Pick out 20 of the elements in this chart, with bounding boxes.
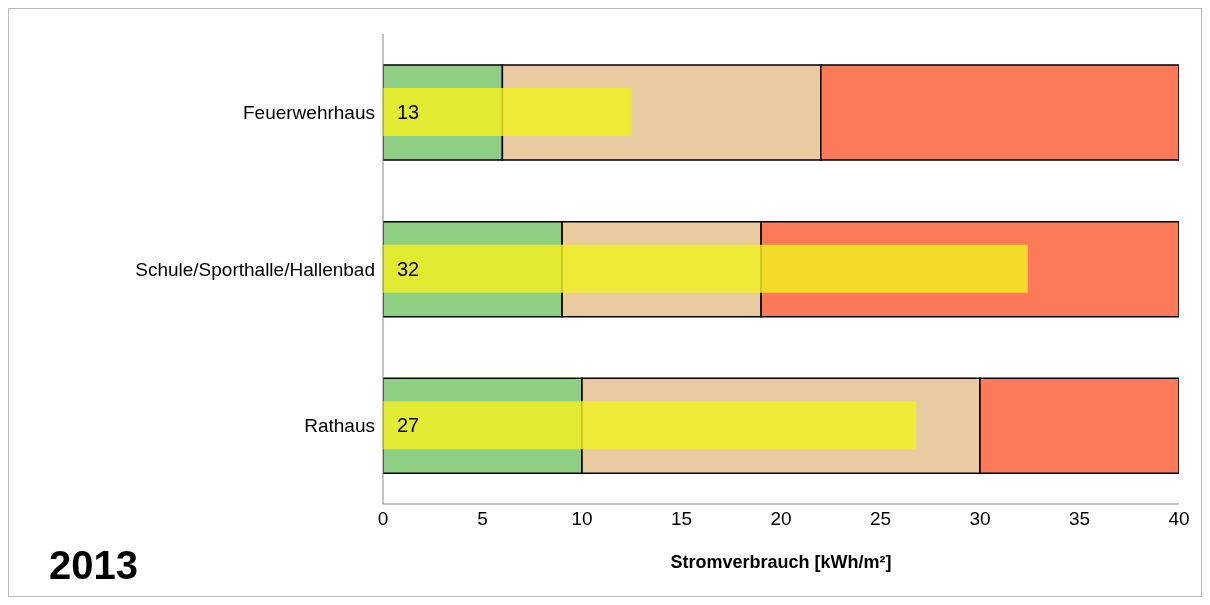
data-label: 13: [397, 101, 420, 124]
data-label: 27: [397, 414, 420, 437]
x-tick-label: 10: [571, 508, 593, 530]
bar: [383, 88, 632, 136]
x-tick-label: 0: [377, 508, 389, 530]
x-tick-label: 20: [770, 508, 792, 530]
y-tick-label: Schule/Sporthalle/Hallenbad: [135, 258, 375, 280]
x-axis-title: Stromverbrauch [kWh/m²]: [670, 552, 892, 572]
x-tick-label: 40: [1168, 508, 1190, 530]
data-label: 32: [397, 257, 420, 280]
y-tick-label: Feuerwehrhaus: [242, 102, 375, 124]
y-tick-label: Rathaus: [304, 415, 375, 437]
x-tick-label: 25: [869, 508, 892, 530]
bar: [383, 244, 1028, 293]
x-tick-label: 15: [670, 508, 693, 530]
x-tick-label: 30: [969, 508, 991, 530]
x-tick-label: 5: [477, 508, 488, 530]
text: 2013: [49, 543, 138, 588]
bar: [383, 401, 917, 450]
x-tick-label: 35: [1068, 508, 1091, 530]
